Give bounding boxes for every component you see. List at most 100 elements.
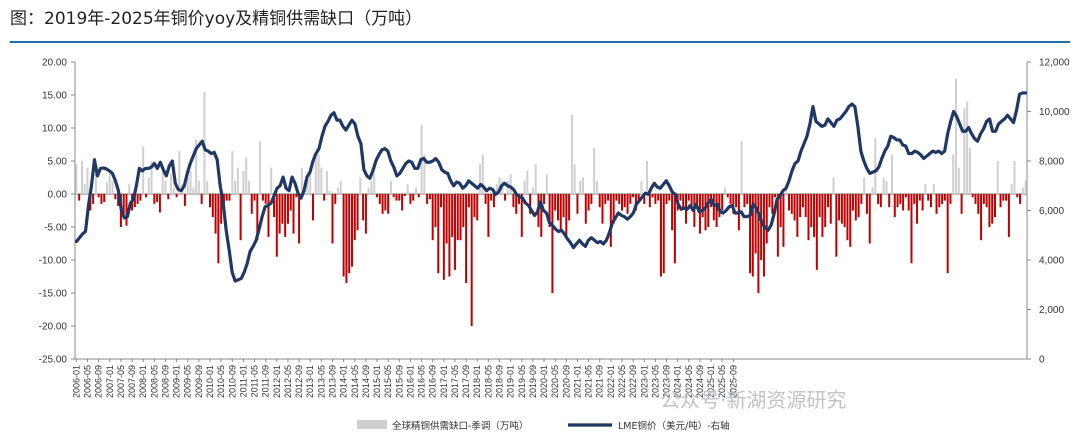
- gap-bar: [993, 194, 996, 218]
- gap-bar: [885, 180, 888, 194]
- x-tick-label: 2020-09: [561, 365, 571, 398]
- gap-bar: [476, 194, 479, 221]
- gap-bar: [620, 194, 623, 211]
- right-tick-label: 0: [1039, 355, 1045, 366]
- x-tick-label: 2013-01: [305, 365, 315, 398]
- gap-bar: [192, 187, 195, 194]
- gap-bar: [626, 194, 629, 214]
- right-tick-label: 8,000: [1039, 157, 1064, 168]
- gap-bar: [523, 180, 526, 194]
- gap-bar: [504, 194, 507, 201]
- gap-bar: [295, 194, 298, 198]
- gap-bar: [732, 194, 735, 214]
- gap-bar: [178, 151, 181, 194]
- gap-bar: [509, 174, 512, 194]
- x-tick-label: 2024-09: [695, 365, 705, 398]
- gap-bar: [559, 194, 562, 231]
- gap-bar: [707, 194, 710, 227]
- gap-bar: [170, 174, 173, 194]
- x-tick-label: 2012-05: [283, 365, 293, 398]
- gap-bar: [548, 194, 551, 227]
- gap-bar: [698, 194, 701, 234]
- legend-label-gap: 全球精铜供需缺口-季调（万吨）: [392, 420, 528, 432]
- x-tick-label: 2019-09: [528, 365, 538, 398]
- gap-bar: [442, 194, 445, 280]
- gap-bar: [487, 194, 490, 237]
- gap-bar: [359, 177, 362, 194]
- x-tick-label: 2006-09: [94, 365, 104, 398]
- gap-bar: [843, 194, 846, 227]
- gap-bar: [389, 180, 392, 194]
- gap-bar: [281, 194, 284, 224]
- gap-bar: [860, 194, 863, 204]
- gap-bar: [481, 154, 484, 194]
- x-tick-label: 2011-01: [238, 365, 248, 397]
- gap-bar: [654, 194, 657, 204]
- gap-bar: [128, 184, 131, 194]
- gap-bar: [434, 194, 437, 227]
- gap-bar: [289, 194, 292, 211]
- gap-bar: [186, 177, 189, 194]
- gap-bar: [183, 194, 186, 206]
- gap-bar: [952, 154, 955, 194]
- gap-bar: [946, 194, 949, 274]
- gap-bar: [615, 194, 618, 201]
- gap-bar: [406, 184, 409, 194]
- gap-bar: [902, 194, 905, 211]
- gap-bar: [629, 194, 632, 204]
- gap-bar: [470, 194, 473, 326]
- gap-bar: [1007, 194, 1010, 237]
- x-tick-label: 2010-05: [216, 365, 226, 398]
- gap-bar: [865, 194, 868, 214]
- gap-bar: [531, 187, 534, 194]
- gap-bar: [573, 164, 576, 194]
- gap-bar: [593, 147, 596, 194]
- gap-bar: [729, 194, 732, 204]
- gap-bar: [918, 194, 921, 201]
- gap-bar: [387, 194, 390, 214]
- gap-bar: [370, 180, 373, 194]
- gap-bar: [735, 194, 738, 208]
- gap-bar: [632, 194, 635, 198]
- x-tick-label: 2008-09: [160, 365, 170, 398]
- gap-bar: [256, 194, 259, 241]
- gap-bar: [941, 194, 944, 204]
- x-tick-label: 2014-05: [350, 365, 360, 398]
- gap-bar: [376, 194, 379, 198]
- x-tick-label: 2018-09: [495, 365, 505, 398]
- gap-bar: [662, 194, 665, 274]
- gap-bar: [94, 174, 97, 194]
- gap-bar: [448, 194, 451, 277]
- gap-bar: [459, 194, 462, 241]
- x-tick-label: 2012-01: [272, 365, 282, 398]
- left-tick-label: -15.00: [39, 289, 68, 300]
- gap-bar: [726, 194, 729, 198]
- x-tick-label: 2018-05: [483, 365, 493, 398]
- gap-bar: [668, 194, 671, 201]
- gap-bar: [907, 194, 910, 211]
- watermark: 公众号·新湖资源研究: [660, 388, 846, 412]
- x-tick-label: 2012-09: [294, 365, 304, 398]
- gap-bar: [790, 194, 793, 214]
- gap-bar: [874, 137, 877, 194]
- gap-bar: [991, 194, 994, 224]
- gap-bar: [832, 177, 835, 194]
- gap-bar: [982, 194, 985, 204]
- gap-bar: [317, 154, 320, 194]
- gap-bar: [659, 194, 662, 277]
- gap-bar: [612, 194, 615, 224]
- gap-bar: [609, 194, 612, 247]
- gap-bar: [960, 194, 963, 214]
- gap-bar: [618, 194, 621, 204]
- gap-bar: [517, 194, 520, 204]
- x-tick-label: 2020-01: [539, 365, 549, 398]
- gap-bar: [234, 180, 237, 194]
- gap-bar: [799, 194, 802, 218]
- left-tick-label: 0.00: [48, 190, 68, 201]
- gap-bar: [484, 194, 487, 204]
- gap-bar: [921, 194, 924, 211]
- x-tick-label: 2008-01: [138, 365, 148, 398]
- gap-bar: [788, 194, 790, 211]
- gap-bar: [643, 194, 646, 204]
- x-tick-label: 2018-01: [472, 365, 482, 398]
